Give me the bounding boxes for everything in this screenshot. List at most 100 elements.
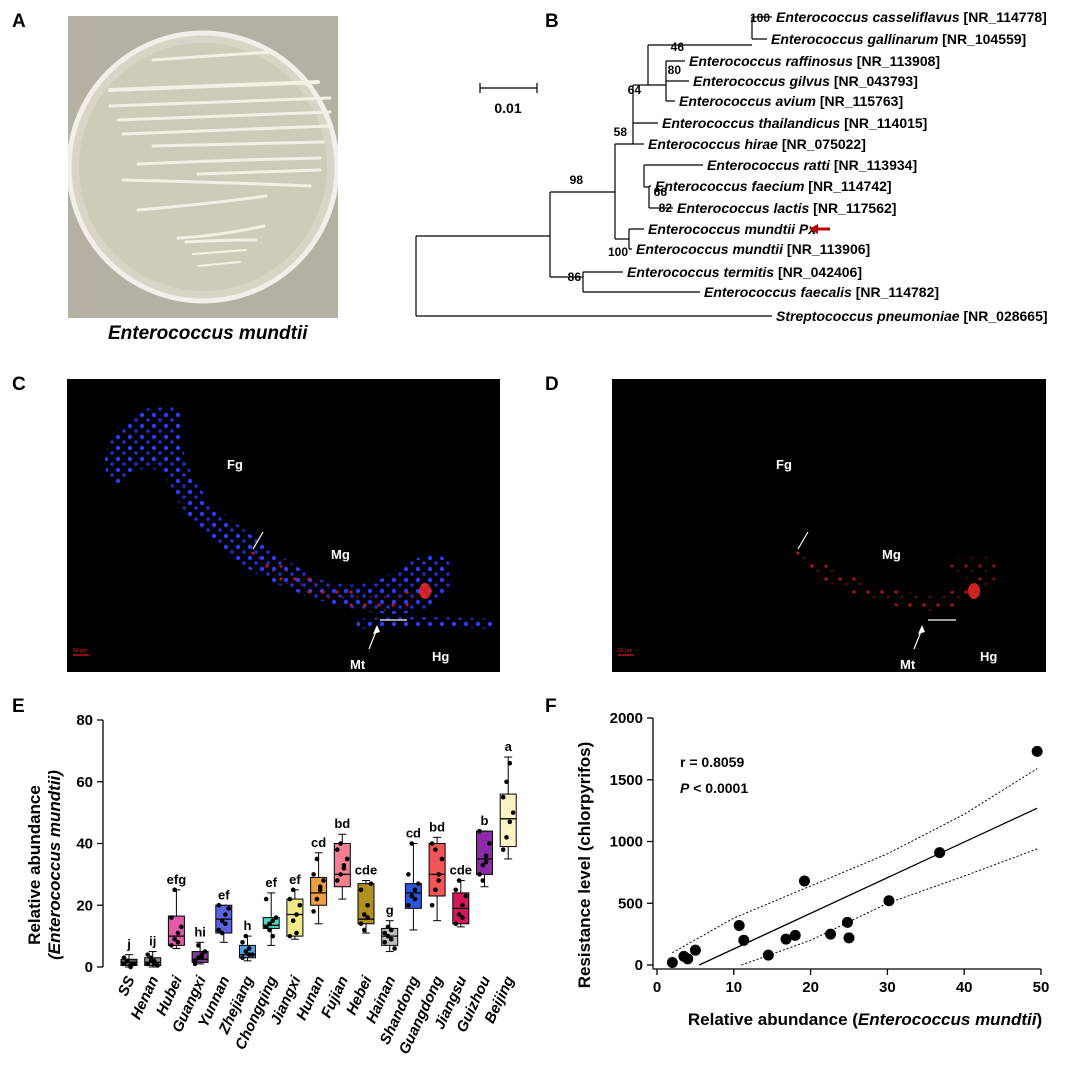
taxon-5: Enterococcus avium [NR_115763]	[679, 93, 903, 109]
data-point	[358, 887, 364, 893]
y-axis-label-italic: (Enterococcus mundtii)	[45, 770, 64, 960]
data-point	[145, 952, 150, 957]
data-point	[483, 853, 489, 859]
data-point	[172, 936, 177, 942]
data-point	[483, 859, 489, 865]
data-point	[314, 856, 320, 862]
taxon-10: Enterococcus lactis [NR_117562]	[677, 200, 896, 216]
data-point	[311, 909, 316, 914]
data-point	[148, 958, 154, 964]
significance-letter: hi	[194, 924, 206, 939]
data-point	[192, 961, 198, 967]
data-point	[152, 961, 157, 967]
scatter-point	[825, 928, 837, 940]
data-point	[480, 878, 486, 883]
data-point	[368, 881, 374, 886]
y-tick-label: 60	[76, 774, 93, 791]
panel-a-caption: Enterococcus mundtii	[108, 323, 308, 344]
data-point	[175, 930, 181, 936]
petri-dish-photo	[68, 16, 338, 318]
data-point	[321, 878, 326, 883]
data-point	[362, 927, 367, 933]
data-point	[169, 915, 174, 920]
scatter-point	[733, 919, 745, 931]
data-point	[216, 927, 222, 933]
bacterial-signal	[237, 544, 428, 611]
taxon-8: Enterococcus ratti [NR_113934]	[707, 157, 917, 173]
y-tick-label: 500	[618, 895, 643, 912]
x-tick-label: 20	[802, 979, 819, 996]
scatter-point	[841, 916, 853, 928]
y-tick-label: 1000	[610, 834, 643, 851]
data-point	[172, 887, 177, 893]
scatter-point	[682, 953, 694, 965]
data-point	[385, 933, 391, 939]
x-tick-label: 10	[725, 979, 742, 996]
data-point	[128, 964, 133, 970]
x-tick-label: SS	[115, 974, 139, 999]
significance-letter: ij	[149, 934, 156, 949]
data-point	[480, 862, 486, 868]
label-mt: Mt	[350, 657, 366, 672]
taxon-1: Enterococcus casseliflavus [NR_114778]	[776, 9, 1047, 25]
significance-letter: cd	[311, 835, 326, 850]
panel-letter-e: E	[12, 696, 25, 717]
data-point	[199, 955, 204, 961]
data-point	[335, 847, 340, 852]
significance-letter: g	[386, 903, 394, 918]
data-point	[179, 924, 184, 930]
significance-letter: ef	[289, 872, 301, 887]
significance-letter: cde	[355, 863, 377, 878]
significance-letter: efg	[167, 872, 187, 887]
data-point	[456, 912, 462, 917]
box-ss: j SS	[115, 937, 139, 999]
data-point	[240, 940, 245, 945]
y-tick-label: 20	[76, 897, 93, 914]
bootstrap-9: 100	[608, 245, 628, 259]
data-point	[500, 794, 506, 800]
x-tick-label: 0	[653, 979, 661, 996]
data-point	[287, 933, 293, 939]
data-point	[429, 902, 435, 908]
data-point	[504, 779, 509, 785]
data-point	[463, 893, 469, 899]
y-tick-label: 80	[76, 712, 93, 729]
data-point	[453, 921, 459, 927]
data-point	[365, 915, 370, 920]
axes: 0 500 1000 1500 2000 0 10 20 30 40 50	[610, 710, 1050, 996]
scatter-point	[689, 944, 701, 956]
taxon-9: Enterococcus faecium [NR_114742]	[655, 178, 892, 194]
bootstrap-1: 100	[750, 11, 770, 25]
x-tick-label: 50	[1033, 979, 1050, 996]
data-point	[389, 927, 394, 933]
data-point	[121, 955, 127, 961]
significance-letter: cde	[450, 863, 472, 878]
data-point	[196, 955, 201, 961]
taxon-13: Enterococcus termitis [NR_042406]	[627, 264, 862, 280]
data-point	[270, 918, 276, 923]
taxon-6: Enterococcus thailandicus [NR_114015]	[662, 115, 927, 131]
data-point	[409, 841, 415, 846]
scale-bar-text: 50 μm	[73, 648, 87, 654]
data-point	[365, 902, 370, 908]
data-point	[344, 856, 350, 862]
data-point	[389, 936, 394, 942]
data-point	[510, 810, 516, 815]
data-point	[219, 930, 225, 936]
y-tick-label: 0	[635, 957, 643, 974]
correlation-r: r = 0.8059	[680, 754, 744, 770]
ci-upper-line	[672, 768, 1038, 954]
taxon-15: Streptococcus pneumoniae [NR_028665]	[776, 308, 1048, 324]
significance-letter: j	[126, 937, 131, 952]
data-point	[125, 958, 130, 964]
data-point	[290, 887, 296, 893]
data-point	[406, 872, 411, 877]
red-arrow-head-icon	[809, 224, 818, 234]
label-hg: Hg	[980, 649, 997, 664]
data-point	[433, 847, 438, 852]
x-tick-label: 40	[956, 979, 973, 996]
scale-bar-label: 0.01	[494, 100, 521, 116]
bacterial-signal	[782, 544, 973, 611]
bootstrap-5: 58	[614, 125, 628, 139]
data-point	[460, 915, 465, 920]
